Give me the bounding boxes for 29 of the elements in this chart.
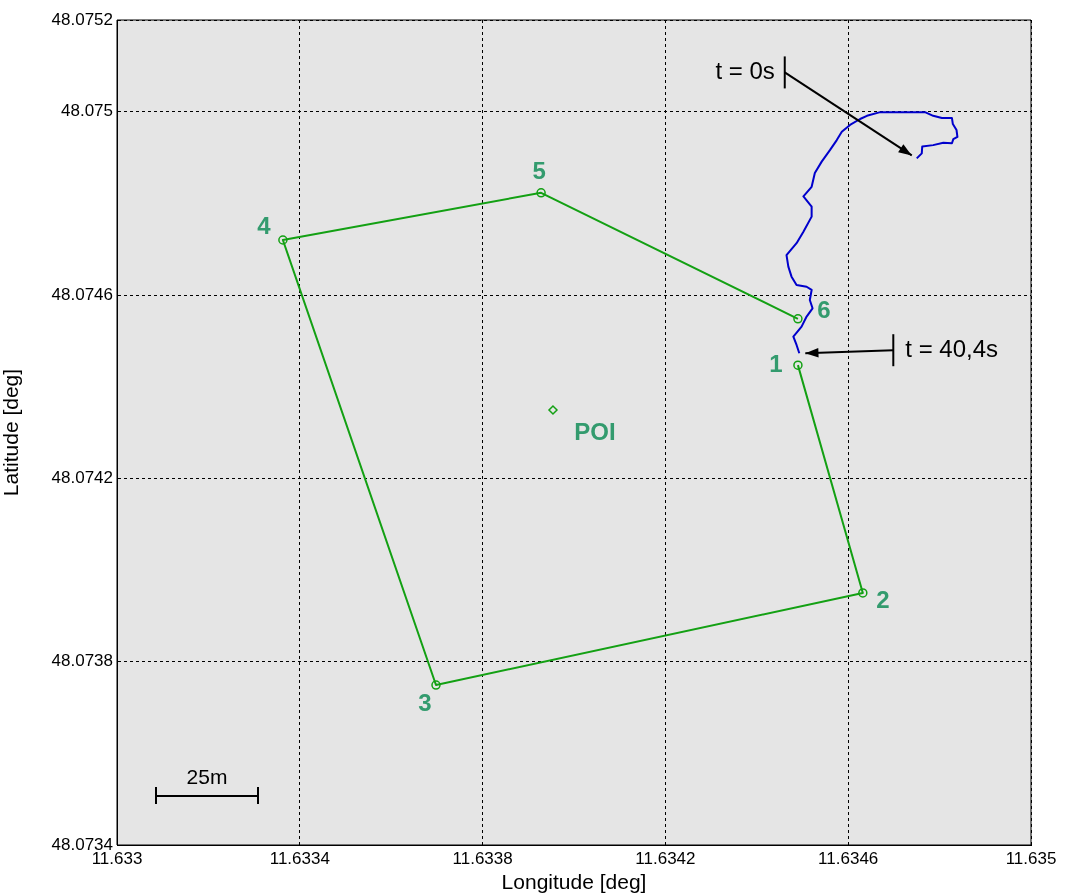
annotation: 4	[257, 211, 272, 239]
point	[536, 188, 546, 198]
annotation: 3	[418, 688, 432, 716]
annotation: 25m	[186, 765, 228, 788]
y-axis-title: Latitude [deg]	[0, 368, 23, 497]
x-tick-label: 11.6342	[635, 848, 696, 868]
annotation: 1	[769, 349, 783, 377]
point	[793, 314, 803, 324]
annotation: t = 40,4s	[905, 334, 999, 362]
y-tick-label: 48.0738	[51, 651, 113, 671]
annotation: 2	[876, 585, 890, 613]
point	[858, 588, 868, 598]
annotation: 5	[532, 157, 546, 185]
y-tick-label: 48.0746	[51, 284, 113, 304]
point	[793, 360, 803, 370]
y-tick-label: 48.0752	[51, 9, 113, 29]
x-tick-label: 11.6346	[818, 848, 879, 868]
annotation: POI	[574, 417, 616, 445]
annotation: t = 0s	[715, 57, 775, 85]
point	[548, 405, 558, 415]
annotation: 6	[817, 296, 831, 324]
x-axis-title: Longitude [deg]	[501, 870, 647, 894]
point	[278, 235, 288, 245]
x-tick-label: 11.6334	[269, 848, 330, 868]
x-tick-label: 11.635	[1005, 848, 1057, 868]
y-tick-label: 48.075	[61, 101, 113, 121]
point	[431, 680, 441, 690]
y-tick-label: 48.0742	[51, 468, 113, 488]
x-tick-label: 11.6338	[452, 848, 513, 868]
